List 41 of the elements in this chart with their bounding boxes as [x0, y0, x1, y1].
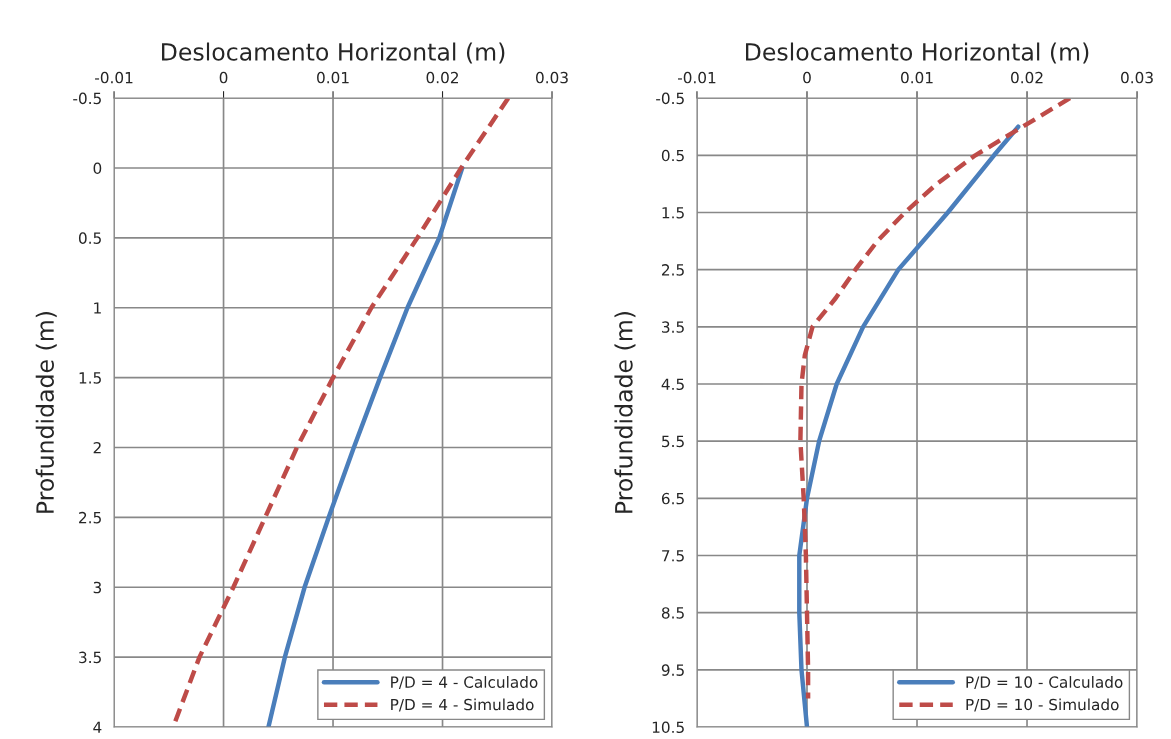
y-tick-label: 7.5 [662, 550, 684, 562]
legend-label: P/D = 4 - Simulado [391, 698, 534, 712]
y-tick-label: 2 [93, 441, 101, 454]
y-tick-label: 10.5 [652, 721, 684, 734]
legend-label: P/D = 10 - Simulado [966, 698, 1119, 712]
y-axis-title: Profundidade (m) [35, 312, 57, 513]
y-tick-label: 4 [93, 721, 102, 733]
line-series [266, 165, 465, 728]
y-tick-label: 1.5 [79, 372, 101, 384]
y-tick-label: 1.5 [662, 207, 684, 219]
x-tick-label: 0.02 [426, 71, 458, 84]
y-tick-label: 0.5 [661, 149, 684, 162]
x-tick-label: 0.01 [901, 71, 933, 84]
y-tick-label: 6.5 [661, 492, 684, 505]
x-tick-label: -0.01 [95, 71, 133, 84]
y-tick-label: 0 [93, 162, 102, 175]
x-tick-label: 0.02 [1011, 71, 1043, 84]
y-axis-title: Profundidade (m) [614, 312, 636, 513]
y-tick-label: 2.5 [662, 264, 684, 276]
x-axis-title: Deslocamento Horizontal (m) [746, 42, 1089, 64]
y-tick-label: 2.5 [79, 511, 101, 524]
y-tick-label: 1 [94, 302, 101, 314]
x-tick-label: 0.01 [317, 71, 349, 84]
x-tick-label: 0.03 [1121, 71, 1153, 84]
y-tick-label: 3.5 [662, 321, 684, 333]
y-tick-label: 8.5 [661, 607, 684, 619]
y-tick-label: -0.5 [656, 92, 684, 105]
x-tick-label: 0.03 [536, 71, 568, 84]
y-tick-label: 3.5 [79, 651, 101, 664]
y-tick-label: 4.5 [661, 378, 684, 391]
x-tick-label: -0.01 [677, 71, 716, 84]
y-tick-label: 0.5 [78, 232, 101, 244]
y-tick-label: 3 [93, 581, 102, 594]
legend-label: P/D = 4 - Calculado [391, 676, 538, 690]
legend-label: P/D = 10 - Calculado [966, 676, 1123, 690]
x-tick-label: 0 [219, 71, 228, 84]
y-tick-label: 9.5 [661, 664, 684, 676]
x-tick-label: 0 [803, 71, 811, 84]
x-axis-title: Deslocamento Horizontal (m) [162, 42, 505, 64]
y-tick-label: 5.5 [662, 435, 684, 448]
y-tick-label: -0.5 [73, 92, 101, 105]
